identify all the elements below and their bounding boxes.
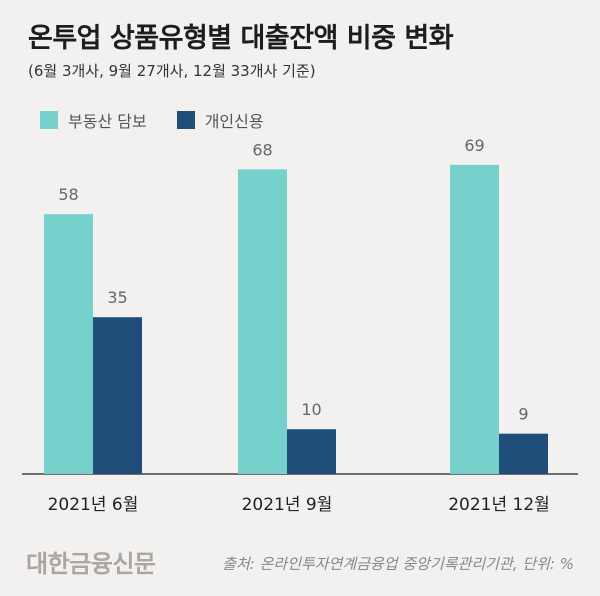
x-tick-label-3: 2021년 12월 (448, 495, 550, 515)
legend-label-series1: 부동산 담보 (68, 112, 147, 131)
chart-title: 온투업 상품유형별 대출잔액 비중 변화 (28, 23, 454, 54)
source-note: 출처: 온라인투자연계금융업 중앙기록관리기관, 단위: % (222, 555, 574, 573)
x-tick-label-1: 2021년 6월 (48, 495, 139, 515)
legend-item-series2: 개인신용 (176, 108, 264, 132)
bar-1-3 (450, 164, 499, 474)
data-label-2-3: 9 (518, 405, 528, 424)
data-label-2-2: 10 (301, 400, 321, 419)
data-label-1-1: 58 (58, 185, 78, 204)
publisher-logo: 대한금융신문 (26, 550, 156, 578)
chart-legend: 부동산 담보 개인신용 (40, 108, 294, 132)
chart-subtitle: (6월 3개사, 9월 27개사, 12월 33개사 기준) (28, 62, 316, 80)
bar-2-3 (499, 433, 548, 474)
bar-2-1 (93, 317, 142, 474)
legend-swatch-series1 (40, 111, 58, 129)
x-tick-label-2: 2021년 9월 (242, 495, 333, 515)
bar-2-2 (287, 429, 336, 474)
bar-1-2 (238, 169, 287, 475)
legend-label-series2: 개인신용 (204, 112, 264, 131)
bar-1-1 (44, 214, 93, 474)
legend-swatch-series2 (176, 111, 195, 129)
legend-item-series1: 부동산 담보 (40, 108, 147, 132)
data-label-1-2: 68 (252, 140, 272, 159)
data-label-2-1: 35 (107, 288, 127, 307)
data-label-1-3: 69 (464, 136, 484, 155)
